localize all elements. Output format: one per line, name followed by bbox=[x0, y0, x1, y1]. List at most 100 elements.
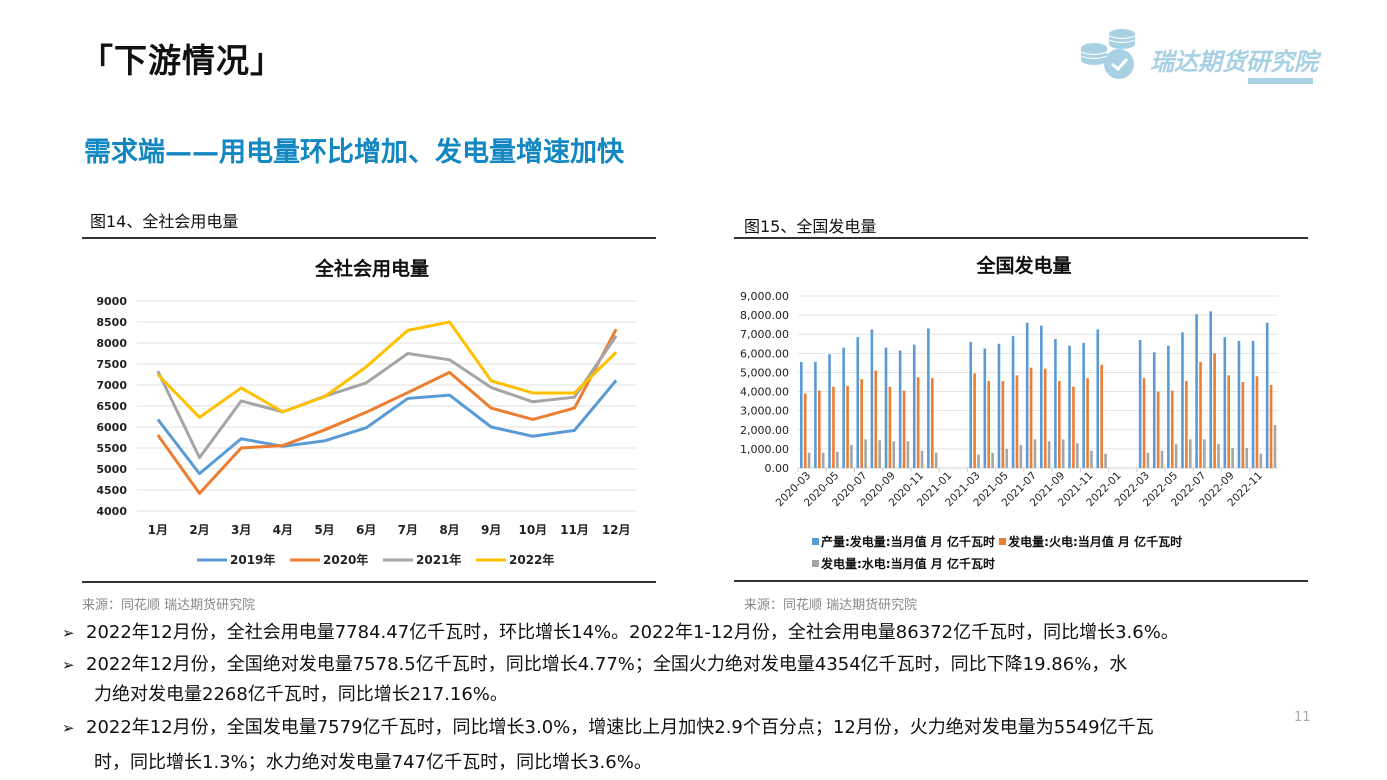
bar-2020-06-s1 bbox=[846, 385, 849, 468]
bar-2020-11-s1 bbox=[916, 377, 920, 468]
bar-2021-08-s1 bbox=[1043, 368, 1047, 468]
figure14-source: 来源：同花顺 瑞达期货研究院 bbox=[82, 598, 256, 613]
figure15-top-rule bbox=[734, 237, 1308, 239]
bar-2020-03-s0 bbox=[800, 361, 803, 468]
bar-2020-04-s1 bbox=[818, 390, 821, 468]
figure14-label: 图14、全社会用电量 bbox=[90, 212, 239, 231]
bar-2020-12-s1 bbox=[930, 378, 934, 468]
bullet-text-line2: 时，同比增长1.3%；水力绝对发电量747亿千瓦时，同比增长3.6%。 bbox=[94, 752, 652, 773]
legend-label: 2022年 bbox=[509, 552, 554, 567]
legend-item-hydro: 发电量:水电:当月值 月 亿千瓦时 bbox=[812, 557, 995, 571]
x-tick-label: 7月 bbox=[398, 523, 418, 537]
bar-2021-03-s0 bbox=[969, 341, 973, 468]
figure14-bottom-rule bbox=[82, 581, 656, 583]
bar-2022-09-s2 bbox=[1231, 447, 1234, 468]
bar-2022-06-s1 bbox=[1185, 381, 1188, 468]
bar-2021-12-s1 bbox=[1100, 364, 1103, 468]
bar-2022-07-s0 bbox=[1195, 314, 1198, 468]
bar-2020-11-s0 bbox=[912, 344, 916, 468]
bar-2021-11-s2 bbox=[1090, 450, 1093, 468]
bar-2020-05-s2 bbox=[836, 451, 839, 468]
y-tick-label: 0.00 bbox=[765, 462, 790, 475]
bar-2020-04-s0 bbox=[814, 361, 817, 468]
figure15-label: 图15、全国发电量 bbox=[744, 217, 877, 236]
bullet-item-2-cont: 力绝对发电量2268亿千瓦时，同比增长217.16%。 bbox=[94, 680, 508, 706]
bar-2020-12-s2 bbox=[934, 452, 938, 468]
y-tick-label: 7000 bbox=[96, 379, 127, 392]
bullet-item-1: ➢ 2022年12月份，全社会用电量7784.47亿千瓦时，环比增长14%。202… bbox=[62, 618, 1179, 644]
chart-national-power-generation: 全国发电量 0.00 1,000.00 2,000.00 3,000.00 4,000.0… bbox=[740, 254, 1278, 509]
y-tick-label: 7,000.00 bbox=[740, 328, 789, 341]
bar-2021-07-s0 bbox=[1025, 322, 1029, 468]
bar-2020-05-s0 bbox=[828, 354, 831, 468]
legend-label-thermal: 发电量:火电:当月值 月 亿千瓦时 bbox=[1008, 535, 1183, 549]
bar-2020-07-s0 bbox=[856, 337, 860, 468]
bar-2020-10-s0 bbox=[898, 350, 902, 468]
bar-2022-10-s2 bbox=[1245, 447, 1249, 468]
bar-2022-04-s0 bbox=[1152, 352, 1156, 468]
x-tick-label: 10月 bbox=[518, 523, 547, 537]
x-tick-label: 2月 bbox=[189, 523, 209, 537]
bar-2022-09-s1 bbox=[1227, 375, 1231, 468]
chart2-legend-row1: 产量:发电量:当月值 月 亿千瓦时 发电量:火电:当月值 月 亿千瓦时 bbox=[812, 533, 1182, 550]
company-logo: 瑞达期货研究院 bbox=[1074, 26, 1319, 88]
bar-2020-03-s2 bbox=[807, 452, 811, 468]
bar-2021-10-s0 bbox=[1068, 345, 1071, 468]
y-tick-label: 4000 bbox=[96, 505, 127, 518]
x-tick-label: 5月 bbox=[314, 523, 334, 537]
bar-2022-03-s2 bbox=[1146, 452, 1150, 468]
legend-label-hydro: 发电量:水电:当月值 月 亿千瓦时 bbox=[821, 557, 995, 571]
bar-2021-03-s2 bbox=[977, 454, 980, 468]
bar-2021-10-s2 bbox=[1076, 443, 1079, 468]
series-line-2022年 bbox=[156, 320, 618, 419]
bar-2020-04-s2 bbox=[821, 452, 825, 468]
bar-2022-03-s0 bbox=[1138, 339, 1142, 468]
y-tick-label: 4,000.00 bbox=[740, 386, 789, 399]
bar-2022-06-s2 bbox=[1188, 439, 1192, 468]
bar-2021-06-s1 bbox=[1015, 375, 1019, 468]
y-tick-label: 8000 bbox=[96, 337, 127, 350]
bar-2021-08-s0 bbox=[1040, 325, 1043, 468]
bar-2021-07-s1 bbox=[1029, 367, 1033, 468]
legend-item-total: 产量:发电量:当月值 月 亿千瓦时 bbox=[812, 535, 995, 549]
bar-2022-12-s2 bbox=[1273, 425, 1277, 468]
page-number: 11 bbox=[1294, 710, 1311, 725]
legend-item-thermal: 发电量:火电:当月值 月 亿千瓦时 bbox=[999, 535, 1182, 549]
bar-2021-09-s0 bbox=[1054, 339, 1057, 468]
bar-2021-06-s0 bbox=[1011, 336, 1015, 468]
legend-swatch-gray bbox=[812, 560, 819, 567]
bar-2022-05-s0 bbox=[1167, 345, 1170, 468]
bar-2021-07-s2 bbox=[1033, 439, 1037, 468]
bar-2020-10-s2 bbox=[906, 441, 910, 468]
y-tick-label: 5500 bbox=[96, 442, 127, 455]
y-tick-label: 9000 bbox=[96, 295, 127, 308]
figure15-bottom-rule bbox=[734, 580, 1308, 582]
legend-label: 2020年 bbox=[323, 552, 368, 567]
x-tick-label: 4月 bbox=[273, 523, 293, 537]
bullet-item-2: ➢ 2022年12月份，全国绝对发电量7578.5亿千瓦时，同比增长4.77%；全… bbox=[62, 650, 1127, 676]
bullet-item-3: ➢ 2022年12月份，全国发电量7579亿千瓦时，同比增长3.0%，增速比上月加… bbox=[62, 713, 1154, 739]
bar-2021-05-s1 bbox=[1001, 381, 1005, 468]
series-line-2020年 bbox=[156, 328, 618, 495]
bar-2020-07-s1 bbox=[860, 379, 863, 468]
section-subtitle: 需求端——用电量环比增加、发电量增速加快 bbox=[84, 137, 624, 168]
legend-label: 2021年 bbox=[416, 552, 461, 567]
bar-2020-08-s0 bbox=[870, 329, 874, 468]
bar-2020-09-s1 bbox=[888, 386, 892, 468]
bar-2022-10-s0 bbox=[1237, 340, 1241, 468]
series-line-2021年 bbox=[156, 335, 618, 460]
y-tick-label: 6500 bbox=[96, 400, 127, 413]
legend-swatch-blue bbox=[812, 538, 819, 545]
x-tick-label: 11月 bbox=[560, 523, 589, 537]
logo-text: 瑞达期货研究院 bbox=[1150, 48, 1318, 76]
y-tick-label: 6000 bbox=[96, 421, 127, 434]
bar-2022-08-s2 bbox=[1217, 444, 1220, 468]
bar-2022-05-s2 bbox=[1174, 444, 1178, 468]
y-tick-label: 2,000.00 bbox=[740, 424, 789, 437]
y-tick-label: 1,000.00 bbox=[740, 443, 789, 456]
y-tick-label: 3,000.00 bbox=[740, 405, 789, 418]
page-title: 「下游情况」 bbox=[80, 41, 284, 80]
bar-2020-08-s2 bbox=[878, 440, 881, 468]
bullet-arrow-icon: ➢ bbox=[62, 719, 75, 737]
bar-2021-08-s2 bbox=[1047, 441, 1051, 468]
